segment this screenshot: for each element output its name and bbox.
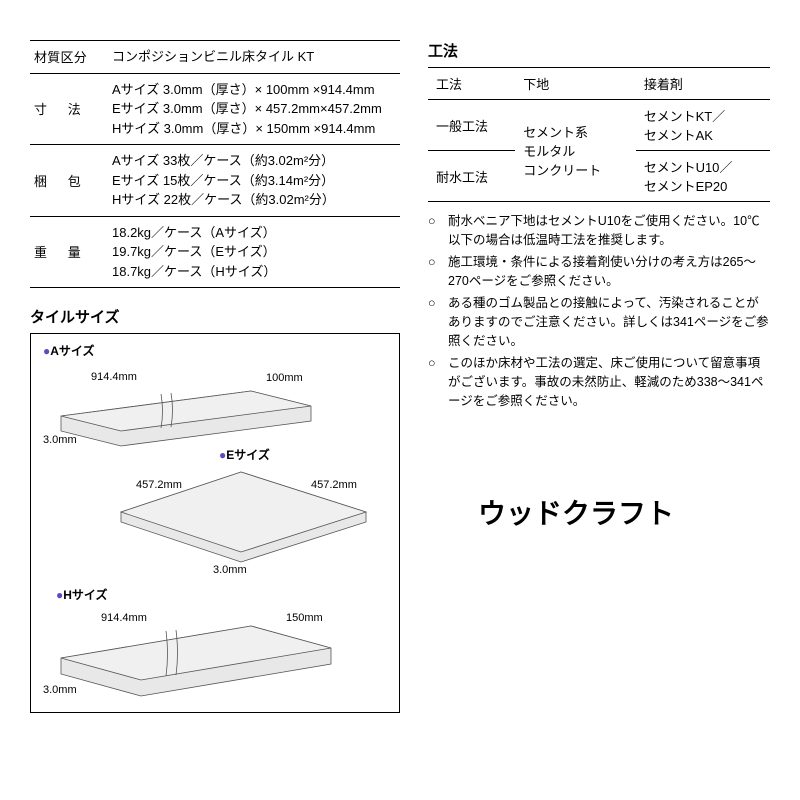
tile-e-width: 457.2mm — [311, 479, 357, 491]
tile-a-length: 914.4mm — [91, 371, 137, 383]
note-item: ○ 施工環境・条件による接着剤使い分けの考え方は265〜270ページをご参照くだ… — [428, 253, 770, 292]
spec-row: 材質区分 コンポジションビニル床タイル KT — [30, 41, 400, 74]
spec-value: 18.2kg／ケース（Aサイズ）19.7kg／ケース（Eサイズ）18.7kg／ケ… — [108, 217, 400, 288]
method-header: 工法 — [428, 68, 515, 100]
method-adhesive: セメントKT／セメントAK — [636, 100, 770, 151]
spec-value: Aサイズ 3.0mm（厚さ）× 100mm ×914.4mmEサイズ 3.0mm… — [108, 74, 400, 145]
tile-e-thick: 3.0mm — [213, 564, 247, 576]
note-bullet-icon: ○ — [428, 212, 448, 251]
method-header-row: 工法 下地 接着剤 — [428, 68, 770, 100]
tile-a-label: ●Aサイズ — [43, 342, 95, 359]
method-base: セメント系モルタルコンクリート — [515, 100, 636, 202]
method-adhesive: セメントU10／セメントEP20 — [636, 151, 770, 202]
spec-row: 寸 法 Aサイズ 3.0mm（厚さ）× 100mm ×914.4mmEサイズ 3… — [30, 74, 400, 146]
spec-table: 材質区分 コンポジションビニル床タイル KT 寸 法 Aサイズ 3.0mm（厚さ… — [30, 40, 400, 288]
tile-a-width: 100mm — [266, 372, 303, 384]
brand-title: ウッドクラフト — [478, 492, 770, 532]
note-item: ○ このほか床材や工法の選定、床ご使用について留意事項がございます。事故の未然防… — [428, 354, 770, 412]
method-name: 耐水工法 — [428, 151, 515, 202]
note-text: このほか床材や工法の選定、床ご使用について留意事項がございます。事故の未然防止、… — [448, 354, 770, 412]
spec-row: 梱 包 Aサイズ 33枚／ケース（約3.02m²分）Eサイズ 15枚／ケース（約… — [30, 145, 400, 217]
note-bullet-icon: ○ — [428, 354, 448, 412]
note-bullet-icon: ○ — [428, 253, 448, 292]
note-bullet-icon: ○ — [428, 294, 448, 352]
tile-h-width: 150mm — [286, 612, 323, 624]
note-text: 施工環境・条件による接着剤使い分けの考え方は265〜270ページをご参照ください… — [448, 253, 770, 292]
notes-list: ○ 耐水ベニア下地はセメントU10をご使用ください。10℃以下の場合は低温時工法… — [428, 212, 770, 412]
spec-label: 梱 包 — [30, 145, 108, 216]
spec-label: 材質区分 — [30, 41, 108, 73]
tile-h-thick: 3.0mm — [43, 684, 77, 696]
spec-row: 重 量 18.2kg／ケース（Aサイズ）19.7kg／ケース（Eサイズ）18.7… — [30, 217, 400, 289]
method-header: 接着剤 — [636, 68, 770, 100]
spec-value: Aサイズ 33枚／ケース（約3.02m²分）Eサイズ 15枚／ケース（約3.14… — [108, 145, 400, 216]
tile-h-length: 914.4mm — [101, 612, 147, 624]
method-name: 一般工法 — [428, 100, 515, 151]
note-item: ○ ある種のゴム製品との接触によって、汚染されることがありますのでご注意ください… — [428, 294, 770, 352]
method-heading: 工法 — [428, 40, 770, 61]
tile-h-label: ●Hサイズ — [56, 586, 108, 603]
note-text: 耐水ベニア下地はセメントU10をご使用ください。10℃以下の場合は低温時工法を推… — [448, 212, 770, 251]
spec-label: 重 量 — [30, 217, 108, 288]
spec-value: コンポジションビニル床タイル KT — [108, 41, 400, 73]
note-text: ある種のゴム製品との接触によって、汚染されることがありますのでご注意ください。詳… — [448, 294, 770, 352]
method-row: 一般工法 セメント系モルタルコンクリート セメントKT／セメントAK — [428, 100, 770, 151]
tile-size-heading: タイルサイズ — [30, 306, 400, 327]
tile-size-diagram: ●Aサイズ 914.4mm 100mm 3.0mm ●Eサイズ 457.2mm … — [30, 333, 400, 713]
note-item: ○ 耐水ベニア下地はセメントU10をご使用ください。10℃以下の場合は低温時工法… — [428, 212, 770, 251]
tile-a-thick: 3.0mm — [43, 434, 77, 446]
method-header: 下地 — [515, 68, 636, 100]
spec-label: 寸 法 — [30, 74, 108, 145]
tile-e-length: 457.2mm — [136, 479, 182, 491]
tile-e-label: ●Eサイズ — [219, 446, 270, 463]
method-table: 工法 下地 接着剤 一般工法 セメント系モルタルコンクリート セメントKT／セメ… — [428, 67, 770, 202]
